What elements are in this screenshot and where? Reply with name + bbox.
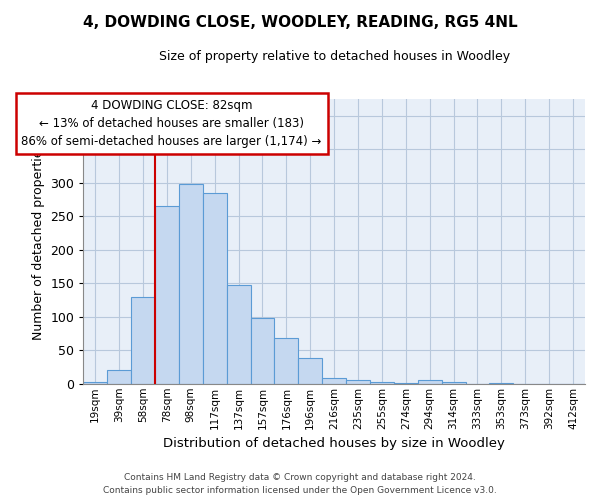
Bar [490,383,514,384]
Bar [370,382,394,384]
Y-axis label: Number of detached properties: Number of detached properties [32,143,45,340]
Bar [203,192,227,384]
Bar [298,358,322,384]
Text: Contains HM Land Registry data © Crown copyright and database right 2024.
Contai: Contains HM Land Registry data © Crown c… [103,473,497,495]
Bar [83,382,107,384]
Bar [227,285,251,384]
X-axis label: Distribution of detached houses by size in Woodley: Distribution of detached houses by size … [163,437,505,450]
Bar [107,370,131,384]
Text: 4 DOWDING CLOSE: 82sqm
← 13% of detached houses are smaller (183)
86% of semi-de: 4 DOWDING CLOSE: 82sqm ← 13% of detached… [22,99,322,148]
Bar [394,383,418,384]
Bar [131,296,155,384]
Bar [418,380,442,384]
Bar [274,338,298,384]
Bar [155,206,179,384]
Bar [179,184,203,384]
Bar [251,318,274,384]
Text: 4, DOWDING CLOSE, WOODLEY, READING, RG5 4NL: 4, DOWDING CLOSE, WOODLEY, READING, RG5 … [83,15,517,30]
Title: Size of property relative to detached houses in Woodley: Size of property relative to detached ho… [158,50,509,63]
Bar [442,382,466,384]
Bar [322,378,346,384]
Bar [346,380,370,384]
